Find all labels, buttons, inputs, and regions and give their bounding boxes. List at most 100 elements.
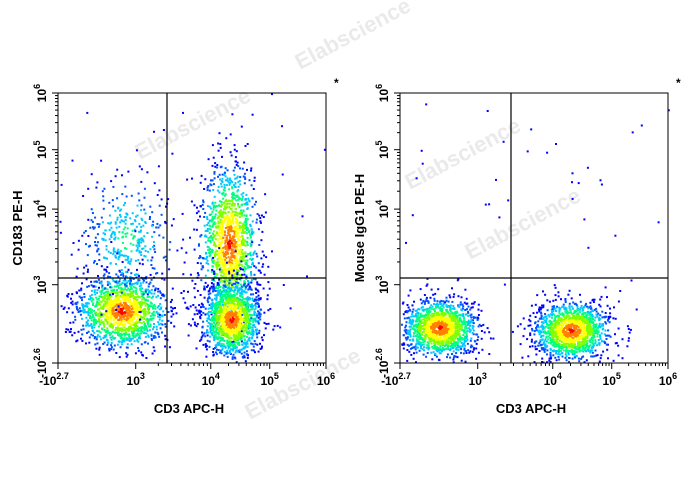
event-dot (217, 337, 220, 340)
event-dot (224, 334, 226, 337)
event-dot (228, 284, 231, 287)
event-dot (89, 298, 92, 301)
event-dot (263, 334, 265, 337)
event-dot (157, 312, 160, 315)
event-dot (241, 328, 244, 331)
event-dot (138, 245, 141, 248)
event-dot (191, 177, 193, 180)
event-dot (224, 212, 227, 215)
event-dot (96, 241, 99, 244)
event-dot (115, 315, 118, 318)
event-dot (221, 275, 224, 278)
event-dot (206, 331, 209, 334)
event-dot (139, 312, 142, 314)
event-dot (212, 256, 215, 259)
event-dot (154, 305, 157, 308)
event-dot (263, 321, 266, 324)
event-dot (242, 192, 245, 195)
event-dot (140, 330, 143, 332)
event-dot (127, 333, 130, 336)
event-dot (235, 346, 238, 349)
event-dot (209, 303, 212, 306)
event-dot (146, 320, 149, 323)
event-dot (211, 238, 214, 241)
event-dot (225, 184, 228, 187)
event-dot (450, 330, 453, 333)
event-dot (138, 311, 141, 313)
event-dot (195, 325, 198, 328)
event-dot (465, 340, 468, 343)
event-dot (203, 332, 206, 335)
event-dot (113, 314, 116, 317)
event-dot (235, 297, 238, 299)
event-dot (112, 299, 115, 302)
event-dot (416, 329, 419, 332)
event-dot (101, 286, 104, 289)
event-dot (225, 261, 228, 264)
event-dot (236, 303, 239, 306)
igg1-isotype-dot-plot: *-102.7 103 104 105 106-102.6103104105106CD3… (352, 76, 681, 416)
event-dot (189, 236, 191, 239)
event-dot (235, 349, 238, 352)
event-dot (86, 285, 89, 288)
event-dot (139, 300, 142, 303)
event-dot (213, 318, 216, 320)
event-dot (93, 337, 96, 340)
event-dot (146, 296, 149, 298)
event-dot (231, 303, 234, 306)
event-dot (84, 302, 87, 305)
event-dot (242, 255, 245, 258)
event-dot (140, 168, 143, 171)
event-dot (238, 320, 241, 323)
event-dot (235, 194, 238, 197)
event-dot (205, 257, 208, 260)
event-dot (260, 336, 263, 339)
event-dot (222, 233, 225, 236)
event-dot (219, 251, 222, 254)
event-dot (220, 204, 223, 207)
event-dot (88, 341, 91, 344)
event-dot (259, 315, 262, 318)
event-dot (214, 310, 217, 313)
event-dot (241, 289, 244, 292)
event-dot (219, 307, 222, 310)
event-dot (239, 292, 242, 294)
event-dot (65, 328, 68, 331)
event-dot (259, 271, 262, 274)
event-dot (199, 256, 202, 259)
event-dot (110, 289, 113, 292)
event-dot (242, 210, 245, 213)
event-dot (469, 308, 472, 311)
event-dot (90, 300, 93, 303)
event-dot (233, 166, 236, 169)
event-dot (220, 257, 223, 260)
event-dot (238, 332, 241, 334)
event-dot (227, 335, 230, 338)
event-dot (211, 232, 214, 235)
event-dot (215, 331, 218, 334)
event-dot (207, 262, 210, 265)
event-dot (228, 314, 230, 317)
event-dot (111, 289, 114, 292)
event-dot (227, 319, 230, 322)
event-dot (235, 281, 238, 284)
event-dot (118, 280, 121, 283)
event-dot (410, 353, 413, 356)
event-dot (149, 323, 152, 326)
event-dot (143, 187, 146, 190)
event-dot (98, 330, 100, 333)
event-dot (114, 329, 117, 331)
event-dot (87, 187, 90, 190)
event-dot (172, 218, 175, 221)
event-dot (231, 282, 234, 285)
event-dot (256, 281, 259, 284)
event-dot (214, 347, 217, 349)
event-dot (281, 125, 283, 128)
event-dot (258, 297, 261, 300)
event-dot (150, 264, 153, 266)
event-dot (208, 189, 211, 192)
event-dot (236, 350, 239, 353)
event-dot (131, 337, 134, 340)
event-dot (128, 319, 131, 322)
event-dot (141, 247, 144, 250)
